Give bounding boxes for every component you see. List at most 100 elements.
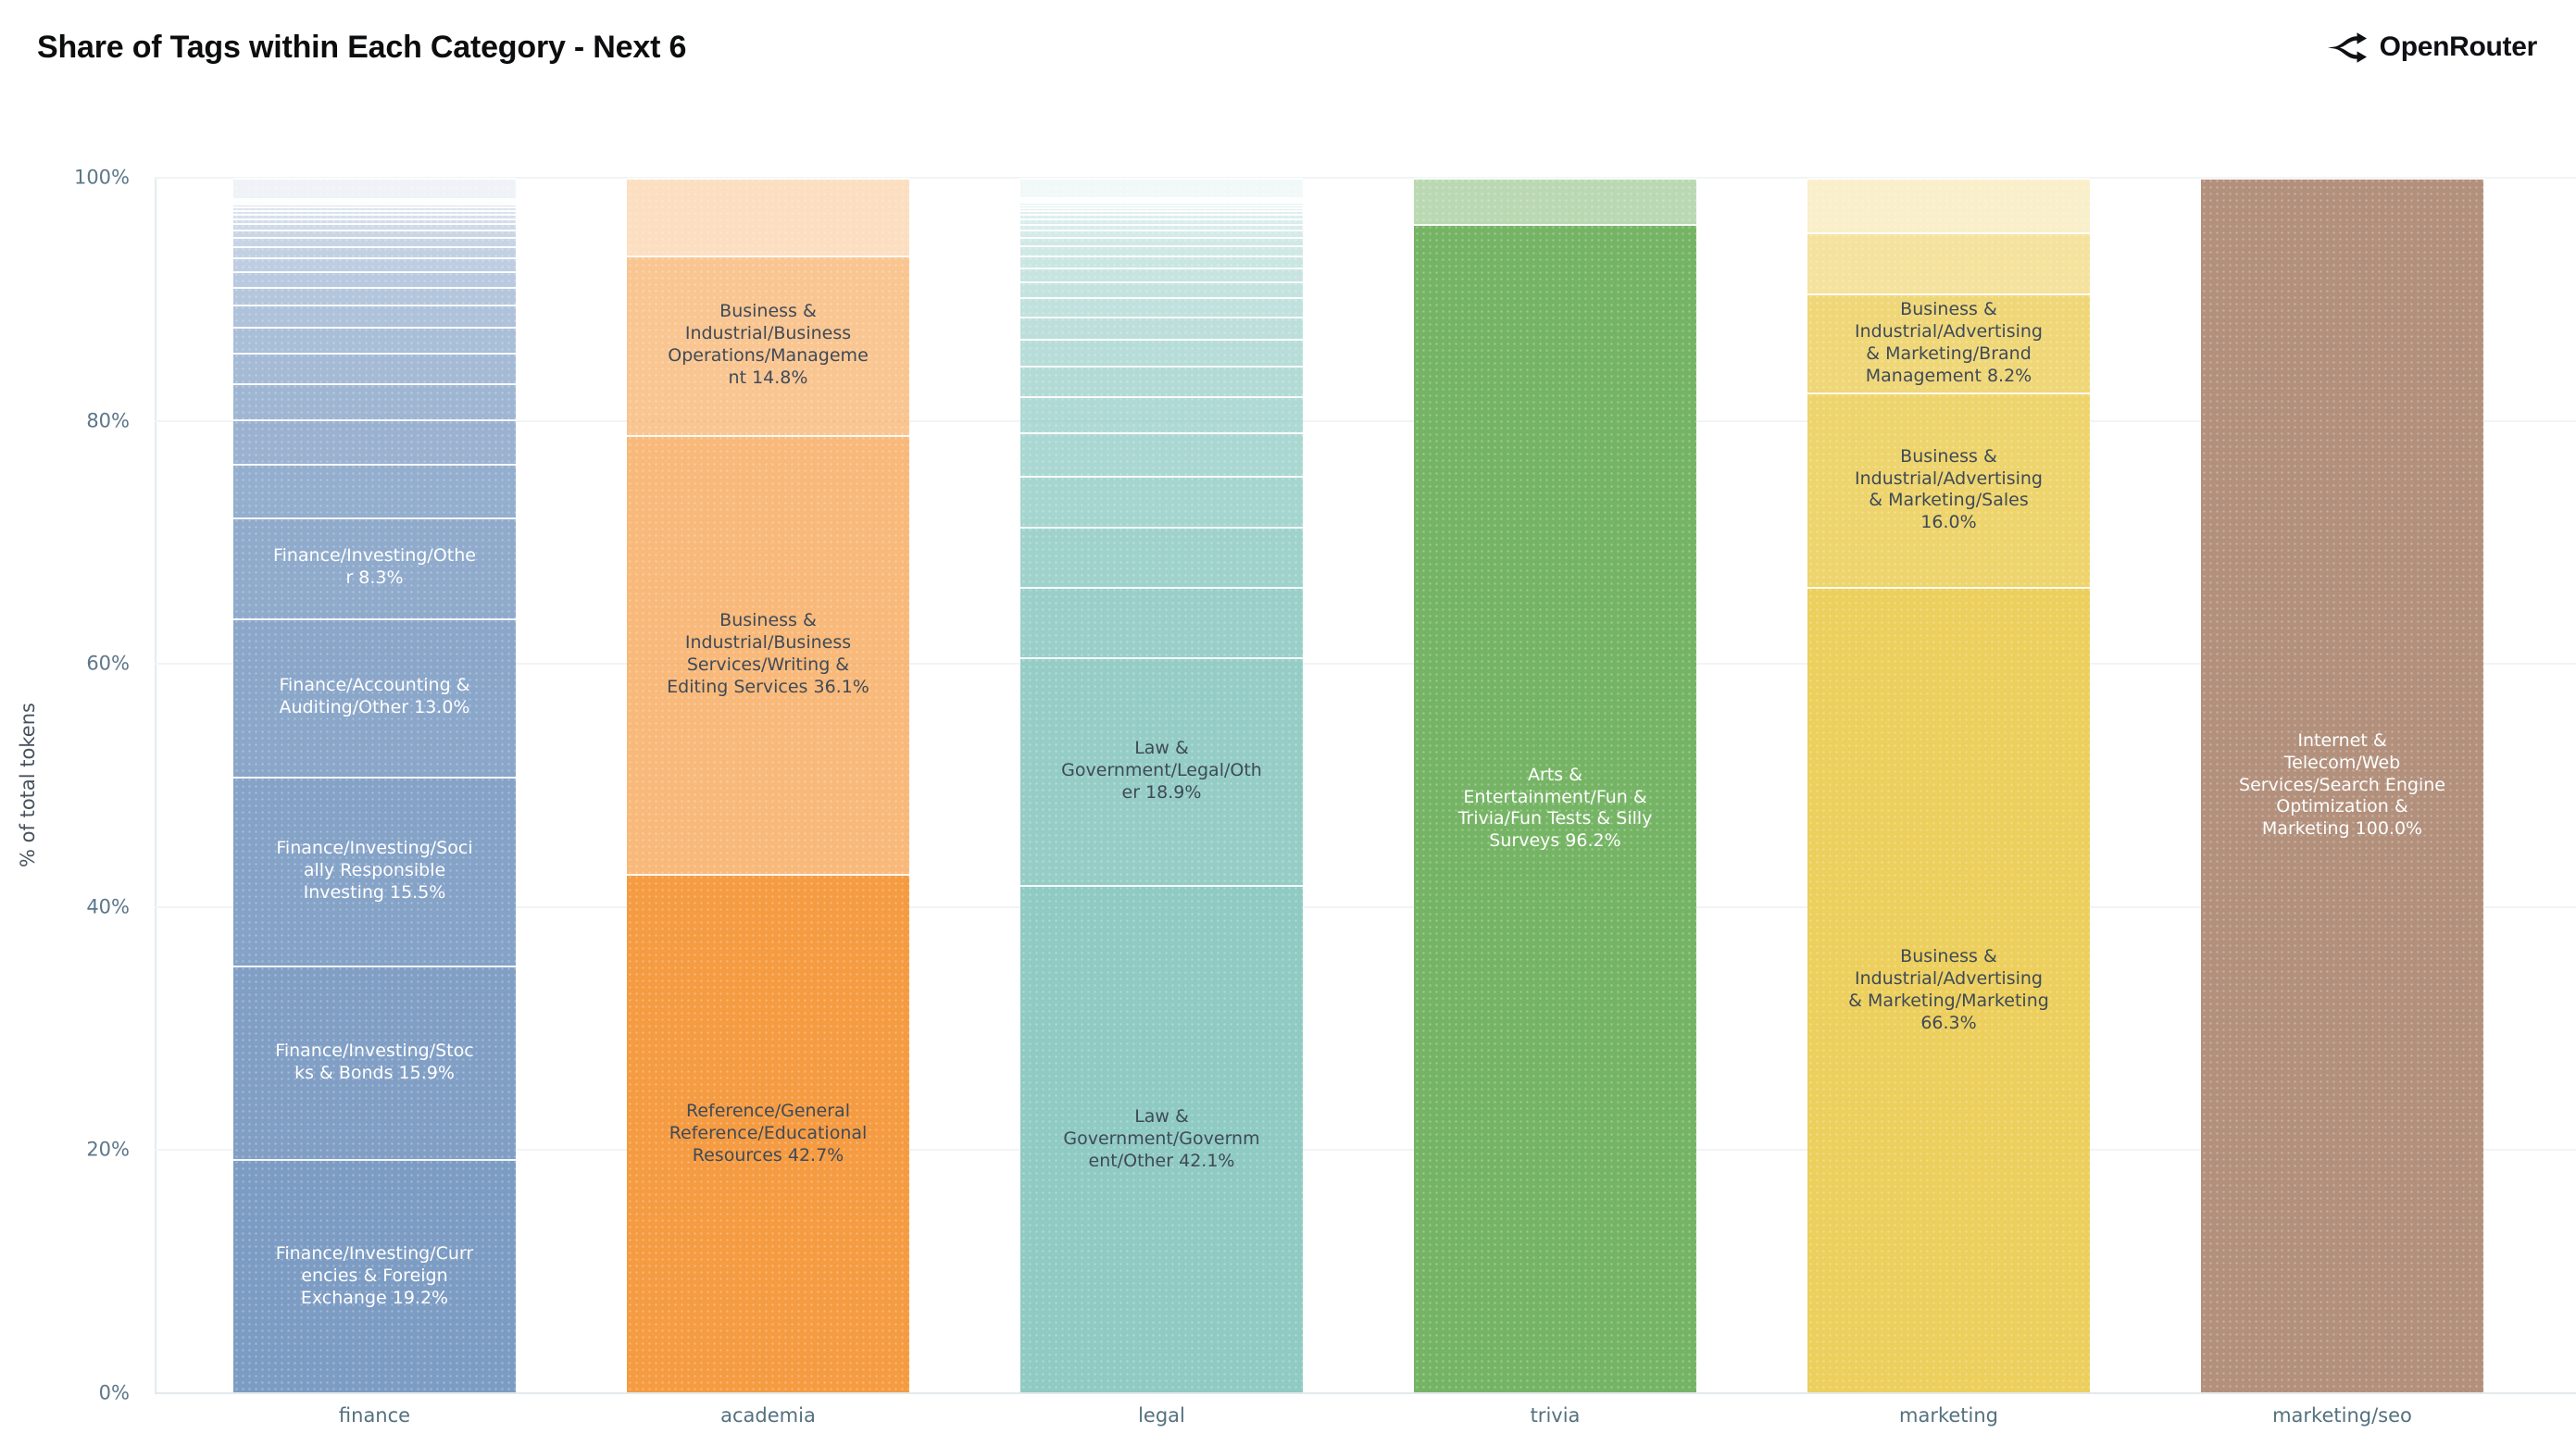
segment-label-wrap: Finance/Investing/Currencies & Foreign E… bbox=[233, 1159, 516, 1393]
bar-segment[interactable] bbox=[233, 199, 516, 202]
segment-label: Business & Industrial/Business Operation… bbox=[668, 301, 869, 389]
bar-segment[interactable] bbox=[233, 463, 516, 517]
bar-segment[interactable] bbox=[1807, 232, 2090, 293]
segment-label-wrap: Business & Industrial/Advertising & Mark… bbox=[1807, 393, 2090, 587]
segment-label-wrap: Arts & Entertainment/Fun & Trivia/Fun Te… bbox=[1414, 224, 1696, 1393]
y-tick-label: 20% bbox=[86, 1138, 130, 1161]
bar-segment[interactable] bbox=[233, 201, 516, 205]
bar-segment[interactable] bbox=[1020, 476, 1303, 528]
bar-segment[interactable] bbox=[1020, 214, 1303, 219]
bar-segment[interactable] bbox=[233, 230, 516, 238]
bar-segment[interactable] bbox=[233, 270, 516, 287]
bar-segment[interactable] bbox=[1020, 267, 1303, 281]
bar-segment[interactable] bbox=[233, 209, 516, 214]
bar-segment[interactable] bbox=[1020, 297, 1303, 318]
bar-segment[interactable] bbox=[1020, 178, 1303, 197]
bar-segment[interactable]: Finance/Investing/Socially Responsible I… bbox=[233, 776, 516, 966]
bar-segment[interactable] bbox=[1020, 527, 1303, 588]
bar-segment[interactable]: Law & Government/Legal/Other 18.9% bbox=[1020, 656, 1303, 886]
gridline bbox=[155, 419, 2576, 422]
bar-segment[interactable] bbox=[1020, 210, 1303, 215]
bar-segment[interactable]: Business & Industrial/Advertising & Mark… bbox=[1807, 587, 2090, 1393]
bar-segment[interactable] bbox=[1020, 230, 1303, 238]
bar-segment[interactable] bbox=[1020, 196, 1303, 199]
bar-segment[interactable] bbox=[1020, 256, 1303, 268]
segment-label-wrap: Finance/Accounting & Auditing/Other 13.0… bbox=[233, 618, 516, 777]
bar-segment[interactable] bbox=[233, 305, 516, 328]
bar-segment[interactable] bbox=[233, 286, 516, 305]
bar-segment[interactable] bbox=[1020, 587, 1303, 657]
bars-region: Finance/Investing/Currencies & Foreign E… bbox=[178, 178, 2539, 1427]
bar-segment[interactable]: Arts & Entertainment/Fun & Trivia/Fun Te… bbox=[1414, 223, 1696, 1393]
bar-segment[interactable] bbox=[1414, 178, 1696, 224]
x-tick-label: marketing bbox=[1899, 1404, 1998, 1427]
gridline bbox=[155, 1149, 2576, 1152]
bar-segment[interactable]: Finance/Investing/Stocks & Bonds 15.9% bbox=[233, 965, 516, 1160]
bar-academia: Reference/General Reference/Educational … bbox=[627, 178, 909, 1393]
bar-segment[interactable] bbox=[1020, 280, 1303, 298]
openrouter-logo[interactable]: OpenRouter bbox=[2327, 31, 2537, 63]
segment-label-wrap: Law & Government/Legal/Other 18.9% bbox=[1020, 657, 1303, 885]
bar-segment[interactable] bbox=[233, 206, 516, 210]
bar-segment[interactable]: Reference/General Reference/Educational … bbox=[627, 874, 909, 1393]
bar-segment[interactable] bbox=[1020, 202, 1303, 205]
bar-segment[interactable]: Law & Government/Government/Other 42.1% bbox=[1020, 885, 1303, 1393]
bar-segment[interactable] bbox=[233, 198, 516, 200]
segment-label-wrap: Law & Government/Government/Other 42.1% bbox=[1020, 885, 1303, 1393]
bar-segment[interactable] bbox=[233, 223, 516, 231]
bar-segment[interactable]: Internet & Telecom/Web Services/Search E… bbox=[2201, 178, 2483, 1393]
segment-label-wrap: Business & Industrial/Advertising & Mark… bbox=[1807, 587, 2090, 1393]
bar-segment[interactable]: Business & Industrial/Advertising & Mark… bbox=[1807, 393, 2090, 588]
bar-segment[interactable] bbox=[1807, 178, 2090, 233]
bar-segment[interactable]: Business & Industrial/Business Operation… bbox=[627, 256, 909, 436]
x-tick-label: trivia bbox=[1530, 1404, 1581, 1427]
bar-segment[interactable]: Business & Industrial/Advertising & Mark… bbox=[1807, 293, 2090, 393]
bar-segment[interactable] bbox=[1020, 223, 1303, 231]
bar-segment[interactable] bbox=[233, 352, 516, 383]
bar-segment[interactable] bbox=[1020, 339, 1303, 366]
bar-segment[interactable] bbox=[233, 382, 516, 420]
bar-segment[interactable] bbox=[1020, 245, 1303, 256]
bar-segment[interactable] bbox=[1020, 204, 1303, 207]
segment-label: Law & Government/Government/Other 42.1% bbox=[1063, 1105, 1260, 1171]
bar-segment[interactable] bbox=[1020, 365, 1303, 397]
bar-segment[interactable] bbox=[233, 213, 516, 218]
y-axis-line bbox=[155, 178, 156, 1393]
bar-segment[interactable] bbox=[233, 178, 516, 199]
bar-segment[interactable] bbox=[233, 237, 516, 247]
bar-segment[interactable] bbox=[627, 178, 909, 256]
bar-segment[interactable]: Finance/Investing/Other 8.3% bbox=[233, 517, 516, 618]
bar-segment[interactable]: Finance/Investing/Currencies & Foreign E… bbox=[233, 1159, 516, 1393]
segment-label: Finance/Investing/Currencies & Foreign E… bbox=[275, 1242, 474, 1308]
segment-label: Internet & Telecom/Web Services/Search E… bbox=[2239, 729, 2445, 840]
bar-slot: Internet & Telecom/Web Services/Search E… bbox=[2145, 178, 2539, 1427]
segment-label-wrap: Finance/Investing/Other 8.3% bbox=[233, 517, 516, 618]
bar-segment[interactable] bbox=[233, 218, 516, 224]
bar-segment[interactable] bbox=[1020, 198, 1303, 201]
bar-segment[interactable] bbox=[1020, 200, 1303, 203]
segment-label-wrap: Reference/General Reference/Educational … bbox=[627, 874, 909, 1393]
bar-segment[interactable] bbox=[1020, 218, 1303, 224]
segment-label-wrap: Finance/Investing/Stocks & Bonds 15.9% bbox=[233, 966, 516, 1159]
segment-label: Finance/Investing/Other 8.3% bbox=[273, 545, 476, 589]
bar-segment[interactable] bbox=[1020, 237, 1303, 246]
bar-segment[interactable] bbox=[233, 204, 516, 207]
bar-segment[interactable] bbox=[233, 246, 516, 258]
bar-segment[interactable] bbox=[233, 419, 516, 464]
x-tick-label: marketing/seo bbox=[2272, 1404, 2412, 1427]
segment-label: Business & Industrial/Advertising & Mark… bbox=[1855, 298, 2043, 386]
bar-segment[interactable]: Business & Industrial/Business Services/… bbox=[627, 435, 909, 875]
bar-segment[interactable]: Finance/Accounting & Auditing/Other 13.0… bbox=[233, 617, 516, 777]
segment-label: Law & Government/Legal/Other 18.9% bbox=[1061, 738, 1262, 803]
bar-segment[interactable] bbox=[1020, 396, 1303, 433]
segment-label: Business & Industrial/Advertising & Mark… bbox=[1855, 445, 2043, 533]
bar-slot: Finance/Investing/Currencies & Foreign E… bbox=[178, 178, 571, 1427]
bar-legal: Law & Government/Government/Other 42.1% L… bbox=[1020, 178, 1303, 1393]
y-tick-label: 60% bbox=[86, 652, 130, 675]
bar-segment[interactable] bbox=[1020, 432, 1303, 477]
bar-segment[interactable] bbox=[1020, 317, 1303, 340]
bar-segment[interactable] bbox=[233, 257, 516, 271]
bar-segment[interactable] bbox=[1020, 206, 1303, 211]
bar-segment[interactable] bbox=[233, 327, 516, 353]
